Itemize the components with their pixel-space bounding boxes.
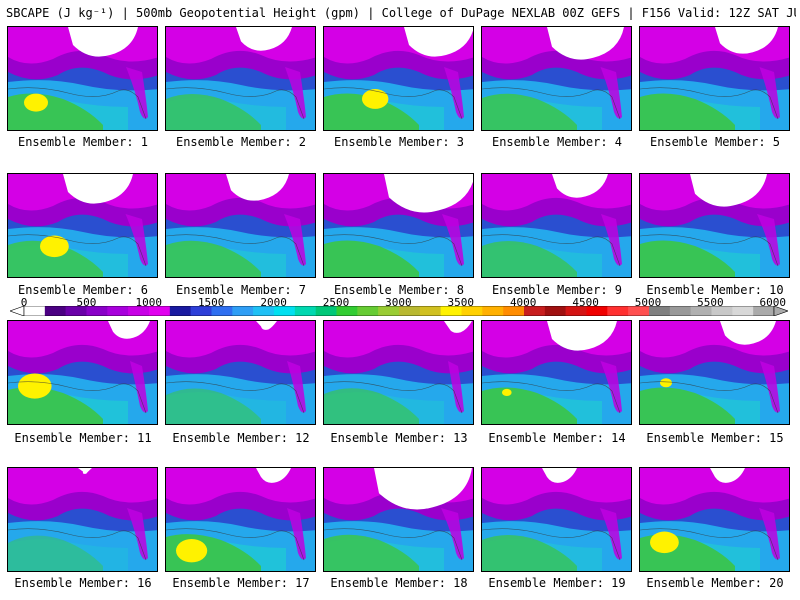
map-title: SBCAPE (J kg⁻¹) | 500mb Geopotential Hei… <box>6 6 796 20</box>
ensemble-member-map <box>639 173 790 278</box>
ensemble-member-label: Ensemble Member: 20 <box>646 576 784 590</box>
colorbar-segment <box>44 306 66 316</box>
colorbar-segment <box>586 306 608 316</box>
colorbar-segment <box>524 306 546 316</box>
colorbar-segment <box>169 306 191 316</box>
colorbar-segment <box>190 306 212 316</box>
colorbar-segment <box>690 306 712 316</box>
colorbar-tick-label: 4000 <box>509 296 537 309</box>
colorbar-right-arrow <box>773 306 788 316</box>
ensemble-member-map <box>7 26 158 131</box>
colorbar-tick-label: 0 <box>20 296 28 309</box>
ensemble-member-map <box>481 26 632 131</box>
ensemble-member-map <box>7 320 158 425</box>
colorbar-segment <box>669 306 691 316</box>
colorbar-segment <box>128 306 150 316</box>
colorbar-segment <box>253 306 275 316</box>
ensemble-member-label: Ensemble Member: 16 <box>14 576 152 590</box>
ensemble-member-label: Ensemble Member: 6 <box>17 283 149 297</box>
colorbar-tick-label: 500 <box>76 296 97 309</box>
colorbar-segment <box>607 306 629 316</box>
colorbar-segment <box>482 306 504 316</box>
colorbar-tick-label: 3000 <box>385 296 412 309</box>
colorbar-tick-label: 1000 <box>135 296 163 309</box>
ensemble-member-label: Ensemble Member: 13 <box>330 431 468 445</box>
ensemble-member-label: Ensemble Member: 10 <box>646 283 784 297</box>
colorbar-tick-label: 5500 <box>697 296 724 309</box>
colorbar-segment <box>65 306 87 316</box>
colorbar-segment <box>711 306 733 316</box>
colorbar-segment <box>628 306 650 316</box>
colorbar-segment <box>315 306 337 316</box>
colorbar-segment <box>357 306 379 316</box>
colorbar-tick-label: 2000 <box>260 296 287 309</box>
ensemble-member-label: Ensemble Member: 4 <box>491 135 623 149</box>
ensemble-member-label: Ensemble Member: 15 <box>646 431 784 445</box>
ensemble-member-map <box>323 26 474 131</box>
colorbar-tick-label: 1500 <box>197 296 225 309</box>
colorbar-segment <box>232 306 254 316</box>
colorbar-segment <box>753 306 775 316</box>
colorbar-segment <box>211 306 233 316</box>
colorbar-segment <box>419 306 441 316</box>
colorbar-tick-label: 5000 <box>634 296 662 309</box>
colorbar-segment <box>503 306 525 316</box>
ensemble-member-label: Ensemble Member: 3 <box>333 135 465 149</box>
colorbar-segment <box>399 306 421 316</box>
colorbar-segment <box>149 306 171 316</box>
ensemble-member-map <box>7 467 158 572</box>
colorbar-segment <box>565 306 587 316</box>
colorbar-segment <box>732 306 754 316</box>
ensemble-member-map <box>639 467 790 572</box>
ensemble-member-map <box>7 173 158 278</box>
ensemble-member-label: Ensemble Member: 2 <box>175 135 307 149</box>
colorbar-tick-label: 3500 <box>447 296 475 309</box>
ensemble-member-label: Ensemble Member: 8 <box>333 283 465 297</box>
ensemble-member-label: Ensemble Member: 19 <box>488 576 626 590</box>
colorbar-segment <box>336 306 358 316</box>
ensemble-member-label: Ensemble Member: 9 <box>491 283 623 297</box>
ensemble-member-label: Ensemble Member: 12 <box>172 431 310 445</box>
ensemble-member-label: Ensemble Member: 18 <box>330 576 468 590</box>
colorbar-segment <box>274 306 296 316</box>
colorbar-segment <box>24 306 46 316</box>
ensemble-member-map <box>639 26 790 131</box>
colorbar-segment <box>461 306 483 316</box>
colorbar-segment <box>378 306 400 316</box>
ensemble-member-map <box>481 173 632 278</box>
cape-colorbar <box>10 306 788 316</box>
ensemble-member-label: Ensemble Member: 5 <box>649 135 781 149</box>
ensemble-member-map <box>481 320 632 425</box>
colorbar-segment <box>544 306 566 316</box>
ensemble-member-map <box>165 467 316 572</box>
colorbar-segment <box>294 306 316 316</box>
ensemble-member-map <box>639 320 790 425</box>
colorbar-tick-label: 2500 <box>322 296 350 309</box>
colorbar-segment <box>440 306 462 316</box>
colorbar-tick-label: 4500 <box>572 296 599 309</box>
ensemble-member-label: Ensemble Member: 11 <box>14 431 152 445</box>
colorbar-tick-label: 6000 <box>759 296 787 309</box>
ensemble-member-map <box>165 26 316 131</box>
colorbar-segment <box>107 306 129 316</box>
ensemble-member-label: Ensemble Member: 7 <box>175 283 307 297</box>
ensemble-member-map <box>481 467 632 572</box>
colorbar-segment <box>649 306 671 316</box>
ensemble-member-map <box>165 320 316 425</box>
ensemble-member-map <box>323 320 474 425</box>
ensemble-member-map <box>165 173 316 278</box>
ensemble-member-map <box>323 467 474 572</box>
ensemble-member-label: Ensemble Member: 17 <box>172 576 310 590</box>
ensemble-member-label: Ensemble Member: 14 <box>488 431 626 445</box>
colorbar-segment <box>86 306 108 316</box>
ensemble-member-label: Ensemble Member: 1 <box>17 135 149 149</box>
ensemble-member-map <box>323 173 474 278</box>
